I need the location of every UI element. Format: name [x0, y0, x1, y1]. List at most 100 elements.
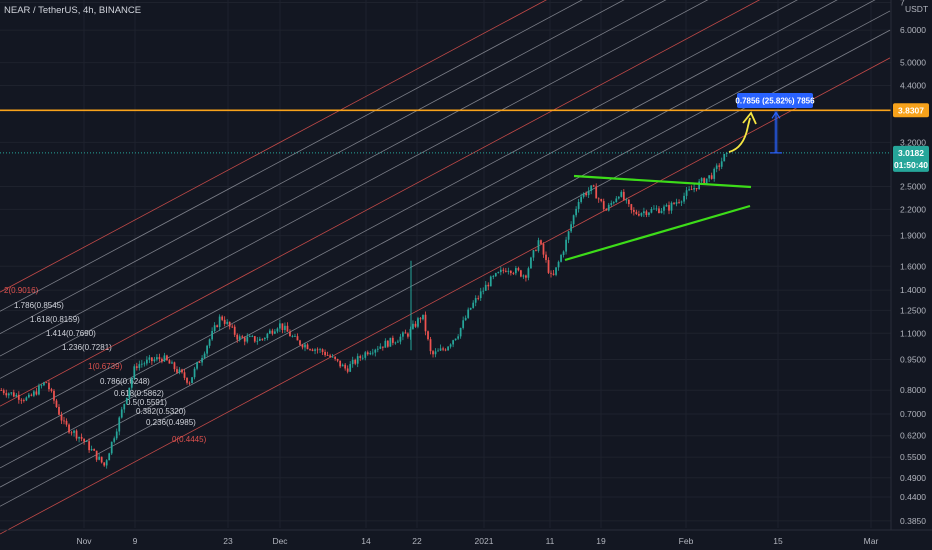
candle-body: [38, 385, 40, 395]
y-tick-label: 1.2500: [900, 305, 926, 315]
candle-body: [381, 346, 384, 348]
candle-body: [602, 201, 605, 210]
candle-body: [605, 209, 608, 211]
candle-body: [115, 431, 118, 439]
candle-body: [241, 336, 244, 338]
y-tick-label: 0.5500: [900, 452, 926, 462]
x-tick-label: 9: [133, 536, 138, 546]
candle-body: [376, 348, 379, 350]
candle-body: [43, 382, 45, 386]
candle-body: [708, 175, 711, 179]
candle-body: [196, 362, 198, 369]
fib-level-label: 0.382(0.5320): [136, 407, 186, 416]
x-tick-label: 22: [412, 536, 422, 546]
fib-line[interactable]: [0, 0, 890, 312]
fib-line[interactable]: [0, 0, 890, 427]
candle-body: [427, 331, 429, 340]
y-tick-label: 0.4400: [900, 492, 926, 502]
drawing-overlays[interactable]: 3.8307 3.0182 01:50:40 0.7856 (25.82%) 7856: [0, 93, 929, 262]
candle-body: [218, 316, 221, 327]
fib-line[interactable]: [0, 0, 890, 407]
candle-body: [128, 387, 131, 398]
fib-line[interactable]: [0, 57, 891, 535]
fib-line[interactable]: [0, 0, 890, 335]
y-axis[interactable]: 7 6.0000 5.0000 4.4000 3.2000 2.5000 2.2000 1.9…: [900, 0, 926, 526]
candle-body: [479, 291, 482, 299]
candle-body: [143, 363, 146, 365]
candle-body: [419, 318, 422, 320]
candle-body: [474, 298, 477, 303]
candle-body: [271, 330, 274, 334]
candle-body: [374, 349, 377, 353]
candle-body: [304, 344, 306, 348]
candle-body: [607, 204, 610, 211]
candle-body: [231, 326, 234, 328]
candle-body: [108, 453, 111, 461]
y-tick-label: 0.9500: [900, 354, 926, 364]
candle-body: [228, 321, 231, 327]
candle-body: [472, 302, 475, 308]
candle-body: [256, 340, 259, 342]
candle-body: [299, 340, 301, 345]
fib-line[interactable]: [0, 0, 890, 449]
fib-line[interactable]: [0, 0, 890, 293]
x-tick-label: Nov: [76, 536, 92, 546]
projection-arrow[interactable]: [728, 117, 751, 153]
lower-trendline[interactable]: [564, 204, 751, 262]
resistance-price-badge: [893, 103, 929, 118]
candle-body: [150, 357, 153, 362]
upper-trendline[interactable]: [573, 174, 752, 189]
candle-body: [660, 210, 663, 214]
fib-line[interactable]: [0, 0, 890, 469]
candle-body: [514, 268, 517, 274]
x-axis[interactable]: Nov 9 23 Dec 14 22 2021 11 19 Feb 15 Mar: [76, 536, 878, 546]
candle-body: [477, 298, 480, 299]
candle-body: [668, 205, 670, 211]
candle-body: [55, 400, 58, 407]
candle-body: [447, 346, 449, 351]
candle-body: [565, 239, 567, 252]
candle-body: [371, 352, 374, 354]
fib-line[interactable]: [0, 0, 890, 357]
candle-body: [73, 430, 75, 433]
candle-body: [186, 377, 188, 383]
candle-body: [625, 199, 628, 201]
candle-body: [417, 318, 419, 327]
candle-body: [557, 261, 560, 268]
candle-body: [615, 198, 618, 203]
candle-body: [499, 269, 502, 273]
candle-body: [630, 204, 633, 210]
x-tick-label: 23: [223, 536, 233, 546]
candle-body: [314, 349, 316, 351]
candle-body: [133, 366, 136, 379]
candle-body: [156, 357, 158, 360]
candle-body: [414, 323, 417, 327]
candle-body: [570, 224, 572, 232]
candle-body: [35, 391, 38, 395]
candle-body: [70, 432, 73, 434]
candle-body: [705, 178, 708, 184]
candle-body: [462, 320, 465, 328]
candle-body: [173, 362, 176, 370]
candle-body: [622, 191, 625, 200]
candle-body: [632, 209, 635, 212]
candle-body: [168, 360, 171, 364]
fib-line[interactable]: [0, 10, 891, 488]
candle-body: [620, 191, 623, 197]
fib-line[interactable]: [0, 0, 890, 379]
x-tick-label: 15: [773, 536, 783, 546]
candle-body: [394, 342, 397, 344]
candle-body: [83, 438, 85, 442]
candle-body: [279, 323, 281, 329]
candle-body: [597, 198, 600, 200]
candle-body: [334, 356, 337, 359]
candle-body: [158, 357, 161, 359]
candle-body: [344, 364, 347, 369]
candle-series: [0, 151, 728, 469]
candle-body: [140, 363, 143, 365]
candle-body: [191, 377, 193, 384]
candle-body: [211, 330, 214, 340]
y-tick-label: 4.4000: [900, 81, 926, 91]
